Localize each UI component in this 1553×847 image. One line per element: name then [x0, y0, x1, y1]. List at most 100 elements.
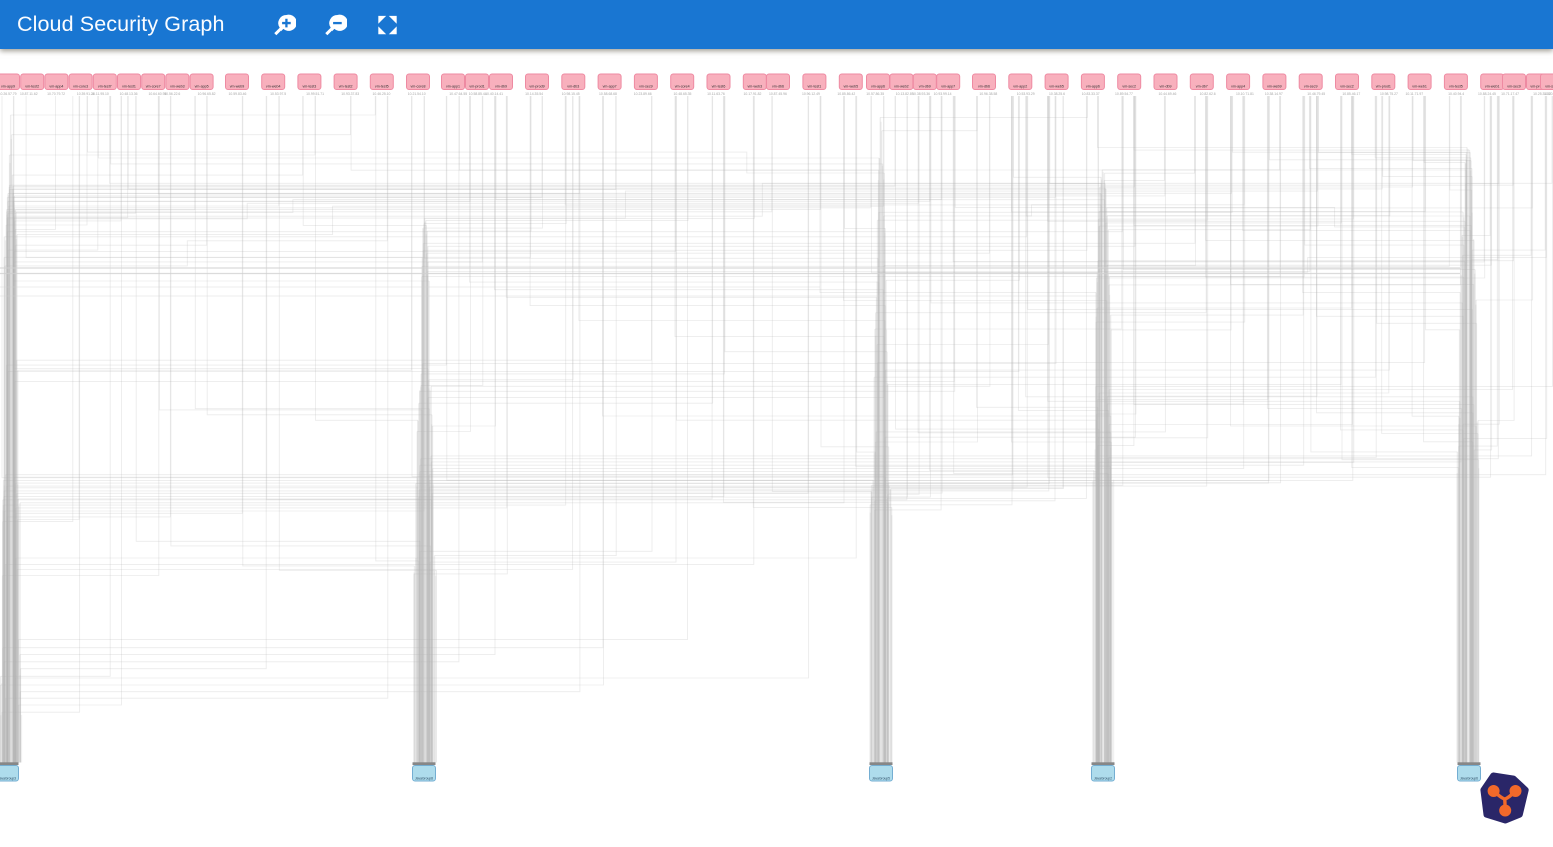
svg-text:10.46.25.10: 10.46.25.10 — [373, 92, 391, 96]
svg-text:vm-web4: vm-web4 — [266, 84, 281, 88]
svg-text:vm-test5: vm-test5 — [1449, 84, 1463, 88]
svg-text:vm-test3: vm-test3 — [303, 84, 317, 88]
svg-text:vm-db6: vm-db6 — [978, 84, 990, 88]
svg-text:10.10.71.81: 10.10.71.81 — [1236, 92, 1254, 96]
svg-text:JavaGroup2: JavaGroup2 — [1094, 777, 1112, 781]
svg-text:vm-web3: vm-web3 — [170, 84, 185, 88]
svg-text:vm-web5: vm-web5 — [1049, 84, 1064, 88]
svg-text:vm-app6: vm-app6 — [871, 84, 885, 88]
svg-text:10.70.79.72: 10.70.79.72 — [47, 92, 65, 96]
svg-text:10.56.22.6: 10.56.22.6 — [164, 92, 180, 96]
svg-text:vm-web5: vm-web5 — [844, 84, 859, 88]
svg-text:vm-app5: vm-app5 — [195, 84, 209, 88]
svg-text:10.46.79.45: 10.46.79.45 — [1307, 92, 1325, 96]
svg-text:10.57.86.35: 10.57.86.35 — [866, 92, 884, 96]
svg-text:vm-db3: vm-db3 — [567, 84, 579, 88]
svg-text:vm-web9: vm-web9 — [230, 84, 245, 88]
svg-text:vm-app7: vm-app7 — [941, 84, 955, 88]
svg-text:10.59.83.46: 10.59.83.46 — [229, 92, 247, 96]
svg-text:vm-test1: vm-test1 — [808, 84, 822, 88]
svg-text:JavaGroup8: JavaGroup8 — [415, 777, 433, 781]
svg-text:vm-app4: vm-app4 — [1231, 84, 1245, 88]
svg-text:vm-prod1: vm-prod1 — [1376, 84, 1391, 88]
svg-text:vm-test7: vm-test7 — [98, 84, 112, 88]
svg-text:10.26.57.79: 10.26.57.79 — [0, 92, 17, 96]
svg-text:JavaGroup6: JavaGroup6 — [1460, 777, 1478, 781]
svg-text:10.93.99.14: 10.93.99.14 — [934, 92, 952, 96]
svg-text:10.21.54.10: 10.21.54.10 — [408, 92, 426, 96]
svg-text:vm-db9: vm-db9 — [1160, 84, 1172, 88]
svg-text:vm-core8: vm-core8 — [411, 84, 426, 88]
svg-text:vm-sec9: vm-sec9 — [1507, 84, 1521, 88]
svg-text:vm-core7: vm-core7 — [146, 84, 161, 88]
svg-text:10.17.91.82: 10.17.91.82 — [744, 92, 762, 96]
svg-text:10.89.54.77: 10.89.54.77 — [1115, 92, 1133, 96]
svg-text:10.44.69.46: 10.44.69.46 — [1158, 92, 1176, 96]
svg-text:10.93.37.83: 10.93.37.83 — [341, 92, 359, 96]
svg-text:10.38.14.97: 10.38.14.97 — [1265, 92, 1283, 96]
svg-text:vm-sec2: vm-sec2 — [1122, 84, 1136, 88]
svg-text:10.82.62.6: 10.82.62.6 — [1200, 92, 1216, 96]
svg-text:vm-web9: vm-web9 — [1267, 84, 1282, 88]
svg-text:10.53.97.5: 10.53.97.5 — [270, 92, 286, 96]
svg-text:JavaGroup3: JavaGroup3 — [0, 777, 16, 781]
svg-text:JavaGroup5: JavaGroup5 — [872, 777, 890, 781]
svg-text:10.71.17.47: 10.71.17.47 — [1501, 92, 1519, 96]
svg-text:vm-sec2: vm-sec2 — [1340, 84, 1354, 88]
svg-text:vm-app9: vm-app9 — [1, 84, 15, 88]
svg-text:vm-app2: vm-app2 — [1013, 84, 1027, 88]
svg-text:vm-core3: vm-core3 — [73, 84, 88, 88]
svg-text:vm-db9: vm-db9 — [919, 84, 931, 88]
svg-text:10.48.13.36: 10.48.13.36 — [120, 92, 138, 96]
svg-text:10.48.65.35: 10.48.65.35 — [674, 92, 692, 96]
svg-text:10.87.45.96: 10.87.45.96 — [769, 92, 787, 96]
svg-text:10.88.24.45: 10.88.24.45 — [1478, 92, 1496, 96]
svg-text:vm-app6: vm-app6 — [1086, 84, 1100, 88]
svg-text:10.58.68.68: 10.58.68.68 — [599, 92, 617, 96]
svg-text:10.98.15.45: 10.98.15.45 — [562, 92, 580, 96]
svg-text:vm-prod9: vm-prod9 — [529, 84, 544, 88]
svg-text:10.23.89.66: 10.23.89.66 — [634, 92, 652, 96]
svg-text:10.40.14.41: 10.40.14.41 — [485, 92, 503, 96]
svg-text:10.85.86.42: 10.85.86.42 — [837, 92, 855, 96]
svg-text:vm-db6: vm-db6 — [772, 84, 784, 88]
svg-text:10.87.11.62: 10.87.11.62 — [20, 92, 38, 96]
svg-text:10.83.33.37: 10.83.33.37 — [1082, 92, 1100, 96]
svg-text:vm-app7: vm-app7 — [603, 84, 617, 88]
svg-text:10.11.95.10: 10.11.95.10 — [91, 92, 109, 96]
svg-text:10.98.75.27: 10.98.75.27 — [1380, 92, 1398, 96]
svg-text:vm-sec9: vm-sec9 — [639, 84, 653, 88]
svg-text:10.10.72.82: 10.10.72.82 — [1544, 92, 1553, 96]
svg-text:10.38.25.6: 10.38.25.6 — [1049, 92, 1065, 96]
svg-text:10.99.51.71: 10.99.51.71 — [306, 92, 324, 96]
svg-text:vm-db7: vm-db7 — [1196, 84, 1208, 88]
svg-text:vm-web3: vm-web3 — [748, 84, 763, 88]
svg-text:vm-app1: vm-app1 — [446, 84, 460, 88]
svg-text:10.47.64.55: 10.47.64.55 — [449, 92, 467, 96]
svg-text:10.11.63.76: 10.11.63.76 — [707, 92, 725, 96]
svg-text:10.14.35.54: 10.14.35.54 — [525, 92, 543, 96]
svg-text:10.85.46.17: 10.85.46.17 — [1342, 92, 1360, 96]
svg-text:vm-web2: vm-web2 — [894, 84, 909, 88]
svg-text:vm-core4: vm-core4 — [675, 84, 690, 88]
svg-text:vm-prod1: vm-prod1 — [469, 84, 484, 88]
svg-text:vm-test1: vm-test1 — [122, 84, 136, 88]
svg-text:10.96.65.82: 10.96.65.82 — [198, 92, 216, 96]
svg-text:10.58.85.44: 10.58.85.44 — [469, 92, 487, 96]
svg-text:10.96.12.49: 10.96.12.49 — [802, 92, 820, 96]
svg-text:vm-app4: vm-app4 — [49, 84, 63, 88]
svg-text:10.40.94.4: 10.40.94.4 — [1448, 92, 1464, 96]
svg-text:10.11.71.97: 10.11.71.97 — [1405, 92, 1423, 96]
svg-text:vm-test2: vm-test2 — [25, 84, 39, 88]
svg-text:10.96.38.58: 10.96.38.58 — [979, 92, 997, 96]
svg-text:vm-test6: vm-test6 — [712, 84, 726, 88]
svg-text:10.53.93.29: 10.53.93.29 — [1017, 92, 1035, 96]
svg-text:vm-sec9: vm-sec9 — [1304, 84, 1318, 88]
svg-text:vm-test2: vm-test2 — [339, 84, 353, 88]
svg-text:10.38.93.36: 10.38.93.36 — [912, 92, 930, 96]
svg-text:vm-db9: vm-db9 — [495, 84, 507, 88]
svg-text:vm-web1: vm-web1 — [1412, 84, 1427, 88]
svg-text:vm-sec3: vm-sec3 — [1545, 84, 1553, 88]
svg-text:10.13.82.89: 10.13.82.89 — [896, 92, 914, 96]
svg-text:vm-web1: vm-web1 — [1485, 84, 1500, 88]
